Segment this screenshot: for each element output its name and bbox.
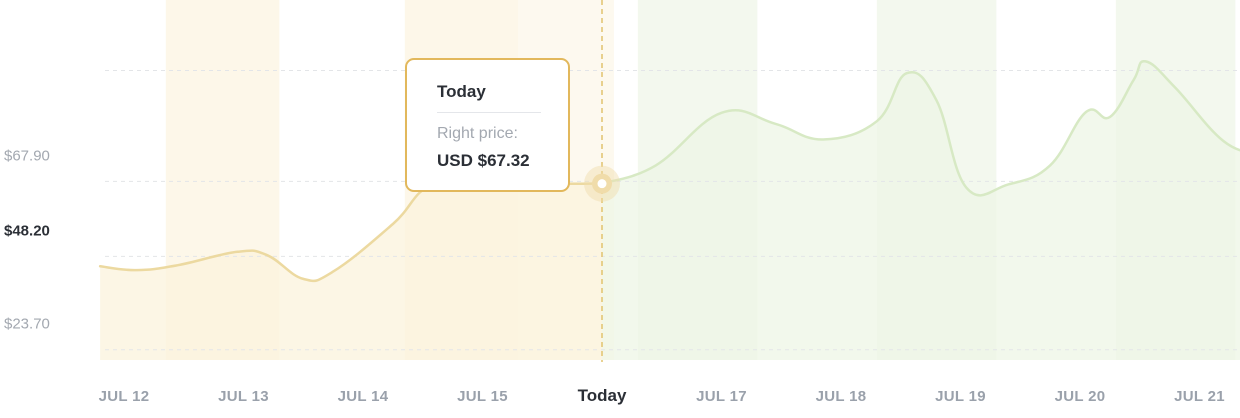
- x-tick-label: JUL 12: [99, 388, 150, 405]
- tooltip-value: USD $67.32: [437, 151, 530, 170]
- x-tick-label: JUL 15: [457, 388, 508, 405]
- x-tick-label: JUL 20: [1055, 388, 1106, 405]
- price-tooltip: Today Right price: USD $67.32: [405, 58, 570, 192]
- x-tick-label: JUL 13: [218, 388, 269, 405]
- x-tick-label: JUL 17: [696, 388, 747, 405]
- today-point-center: [597, 179, 607, 189]
- area-fills: [100, 61, 1240, 360]
- y-tick-label: $23.70: [4, 316, 50, 333]
- today-marker: [584, 0, 620, 362]
- tooltip-title: Today: [437, 82, 486, 101]
- x-tick-label: JUL 19: [935, 388, 986, 405]
- x-axis-labels: JUL 12 JUL 13 JUL 14 JUL 15 Today JUL 17 JUL 1…: [99, 386, 1225, 405]
- y-tick-label: $48.20: [4, 222, 50, 239]
- x-tick-label-today: Today: [578, 386, 627, 405]
- tooltip-label: Right price:: [437, 125, 518, 142]
- series-line-1: [600, 59, 1240, 197]
- x-tick-label: JUL 14: [338, 388, 389, 405]
- y-axis-labels: $67.90 $48.20 $23.70: [4, 147, 50, 332]
- series-area-0: [100, 179, 602, 360]
- grid-lines: [105, 70, 1240, 351]
- tooltip-divider: [437, 112, 541, 113]
- series-area-1: [602, 61, 1240, 360]
- x-tick-label: JUL 21: [1174, 388, 1225, 405]
- y-tick-label: $67.90: [4, 147, 50, 164]
- x-tick-label: JUL 18: [816, 388, 867, 405]
